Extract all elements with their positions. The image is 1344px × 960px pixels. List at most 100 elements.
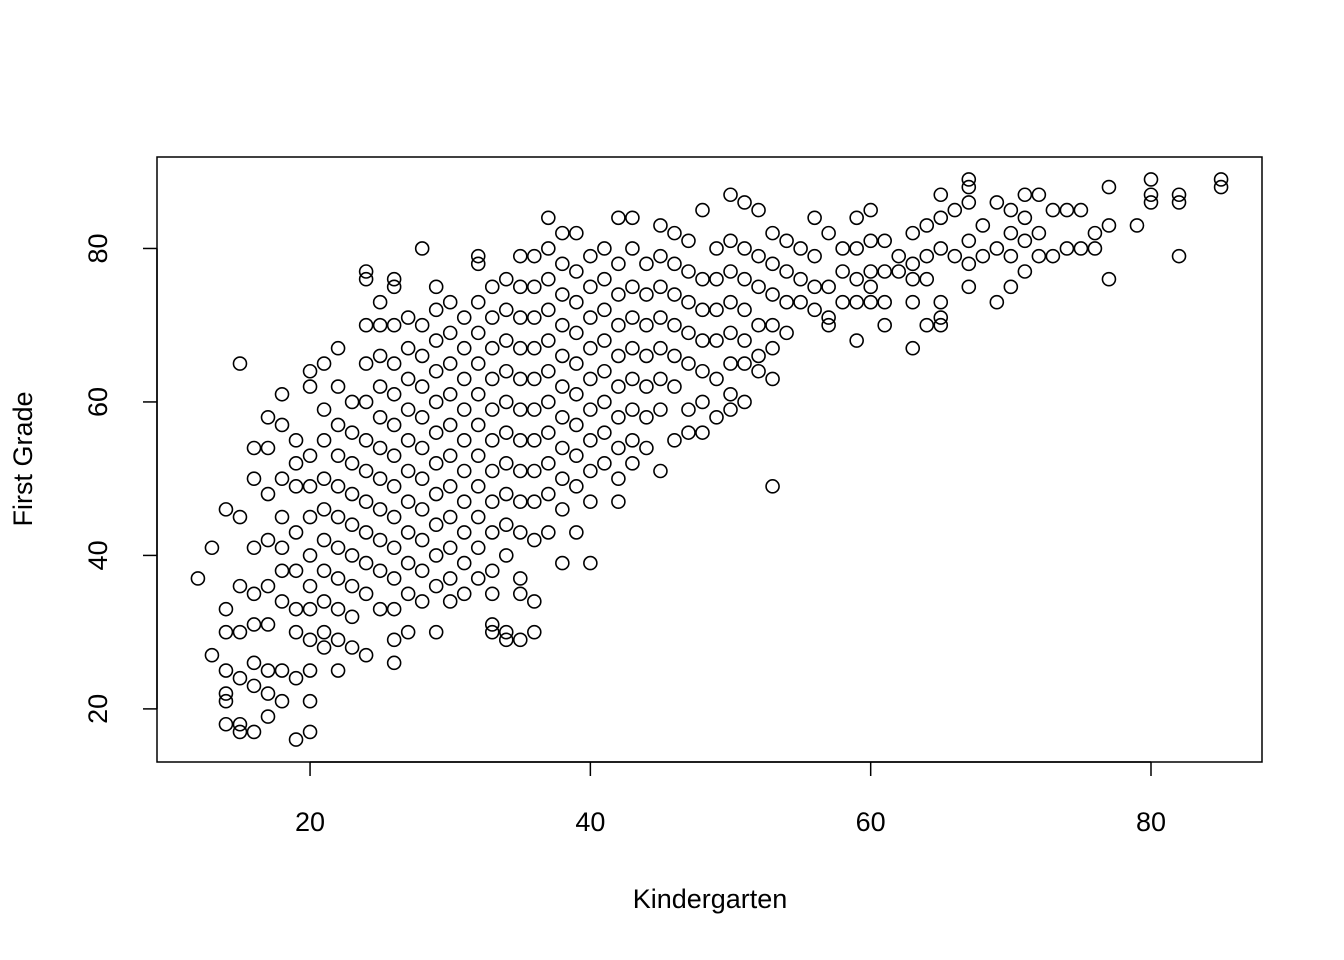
point bbox=[232, 509, 248, 525]
point bbox=[484, 402, 500, 417]
point bbox=[709, 409, 724, 425]
point bbox=[456, 494, 472, 510]
point bbox=[569, 325, 584, 341]
point bbox=[569, 225, 584, 241]
point bbox=[1087, 225, 1103, 241]
point bbox=[456, 340, 472, 356]
point bbox=[428, 456, 444, 471]
point bbox=[386, 571, 402, 586]
point bbox=[1213, 179, 1229, 195]
point bbox=[737, 302, 752, 318]
point bbox=[316, 502, 332, 517]
point bbox=[625, 402, 640, 417]
point bbox=[302, 479, 318, 494]
point bbox=[933, 317, 949, 333]
point bbox=[933, 187, 949, 203]
point bbox=[905, 225, 921, 241]
point bbox=[302, 578, 318, 594]
point bbox=[583, 340, 598, 356]
point bbox=[569, 525, 584, 540]
point bbox=[442, 417, 458, 433]
point bbox=[667, 379, 682, 394]
point bbox=[779, 325, 794, 341]
point bbox=[274, 693, 290, 709]
point bbox=[344, 486, 360, 502]
point bbox=[569, 479, 584, 494]
point bbox=[204, 540, 220, 556]
point bbox=[428, 302, 444, 318]
point bbox=[555, 225, 570, 241]
point bbox=[288, 479, 304, 494]
point bbox=[989, 241, 1005, 256]
point bbox=[442, 325, 458, 341]
point bbox=[555, 379, 570, 394]
y-tick-label: 60 bbox=[83, 387, 113, 417]
point bbox=[751, 317, 766, 333]
x-tick-label: 40 bbox=[575, 807, 605, 837]
point bbox=[414, 317, 430, 333]
point bbox=[1101, 271, 1117, 287]
point bbox=[709, 333, 724, 348]
point bbox=[512, 279, 528, 295]
point bbox=[400, 494, 416, 510]
point bbox=[218, 624, 234, 640]
point bbox=[891, 264, 907, 279]
point bbox=[653, 463, 668, 479]
point bbox=[456, 433, 472, 448]
point bbox=[919, 317, 935, 333]
point bbox=[765, 317, 780, 333]
point bbox=[1073, 202, 1089, 218]
point bbox=[1031, 187, 1047, 203]
point bbox=[653, 218, 668, 233]
point bbox=[344, 517, 360, 533]
point bbox=[527, 279, 542, 295]
point bbox=[400, 463, 416, 479]
point bbox=[863, 233, 878, 249]
point bbox=[989, 195, 1005, 210]
point bbox=[302, 663, 318, 678]
point bbox=[765, 287, 780, 302]
point bbox=[400, 402, 416, 417]
point bbox=[512, 402, 528, 417]
point bbox=[218, 601, 234, 617]
point bbox=[190, 571, 206, 586]
point bbox=[961, 195, 977, 210]
point bbox=[1171, 248, 1187, 264]
point bbox=[835, 241, 850, 256]
point bbox=[442, 386, 458, 402]
point bbox=[470, 356, 486, 371]
point bbox=[386, 417, 402, 433]
point bbox=[1031, 225, 1047, 241]
point bbox=[358, 264, 374, 279]
point bbox=[667, 317, 682, 333]
point bbox=[372, 532, 388, 548]
point bbox=[555, 471, 570, 486]
point bbox=[737, 195, 752, 210]
point bbox=[877, 317, 892, 333]
point bbox=[1171, 195, 1187, 210]
point bbox=[386, 655, 402, 671]
point bbox=[512, 371, 528, 387]
point bbox=[569, 294, 584, 310]
point bbox=[709, 302, 724, 318]
point bbox=[527, 371, 542, 387]
point bbox=[905, 271, 921, 287]
point bbox=[330, 540, 346, 556]
point bbox=[400, 555, 416, 571]
point bbox=[330, 340, 346, 356]
point bbox=[484, 310, 500, 325]
point bbox=[428, 517, 444, 533]
point bbox=[372, 563, 388, 579]
point bbox=[442, 540, 458, 556]
point bbox=[681, 402, 696, 417]
point bbox=[414, 409, 430, 425]
point bbox=[555, 409, 570, 425]
point bbox=[288, 732, 304, 747]
point bbox=[386, 632, 402, 648]
point bbox=[232, 724, 248, 740]
point bbox=[765, 371, 780, 387]
point bbox=[541, 210, 556, 226]
point bbox=[428, 624, 444, 640]
point bbox=[709, 371, 724, 387]
point bbox=[442, 594, 458, 609]
